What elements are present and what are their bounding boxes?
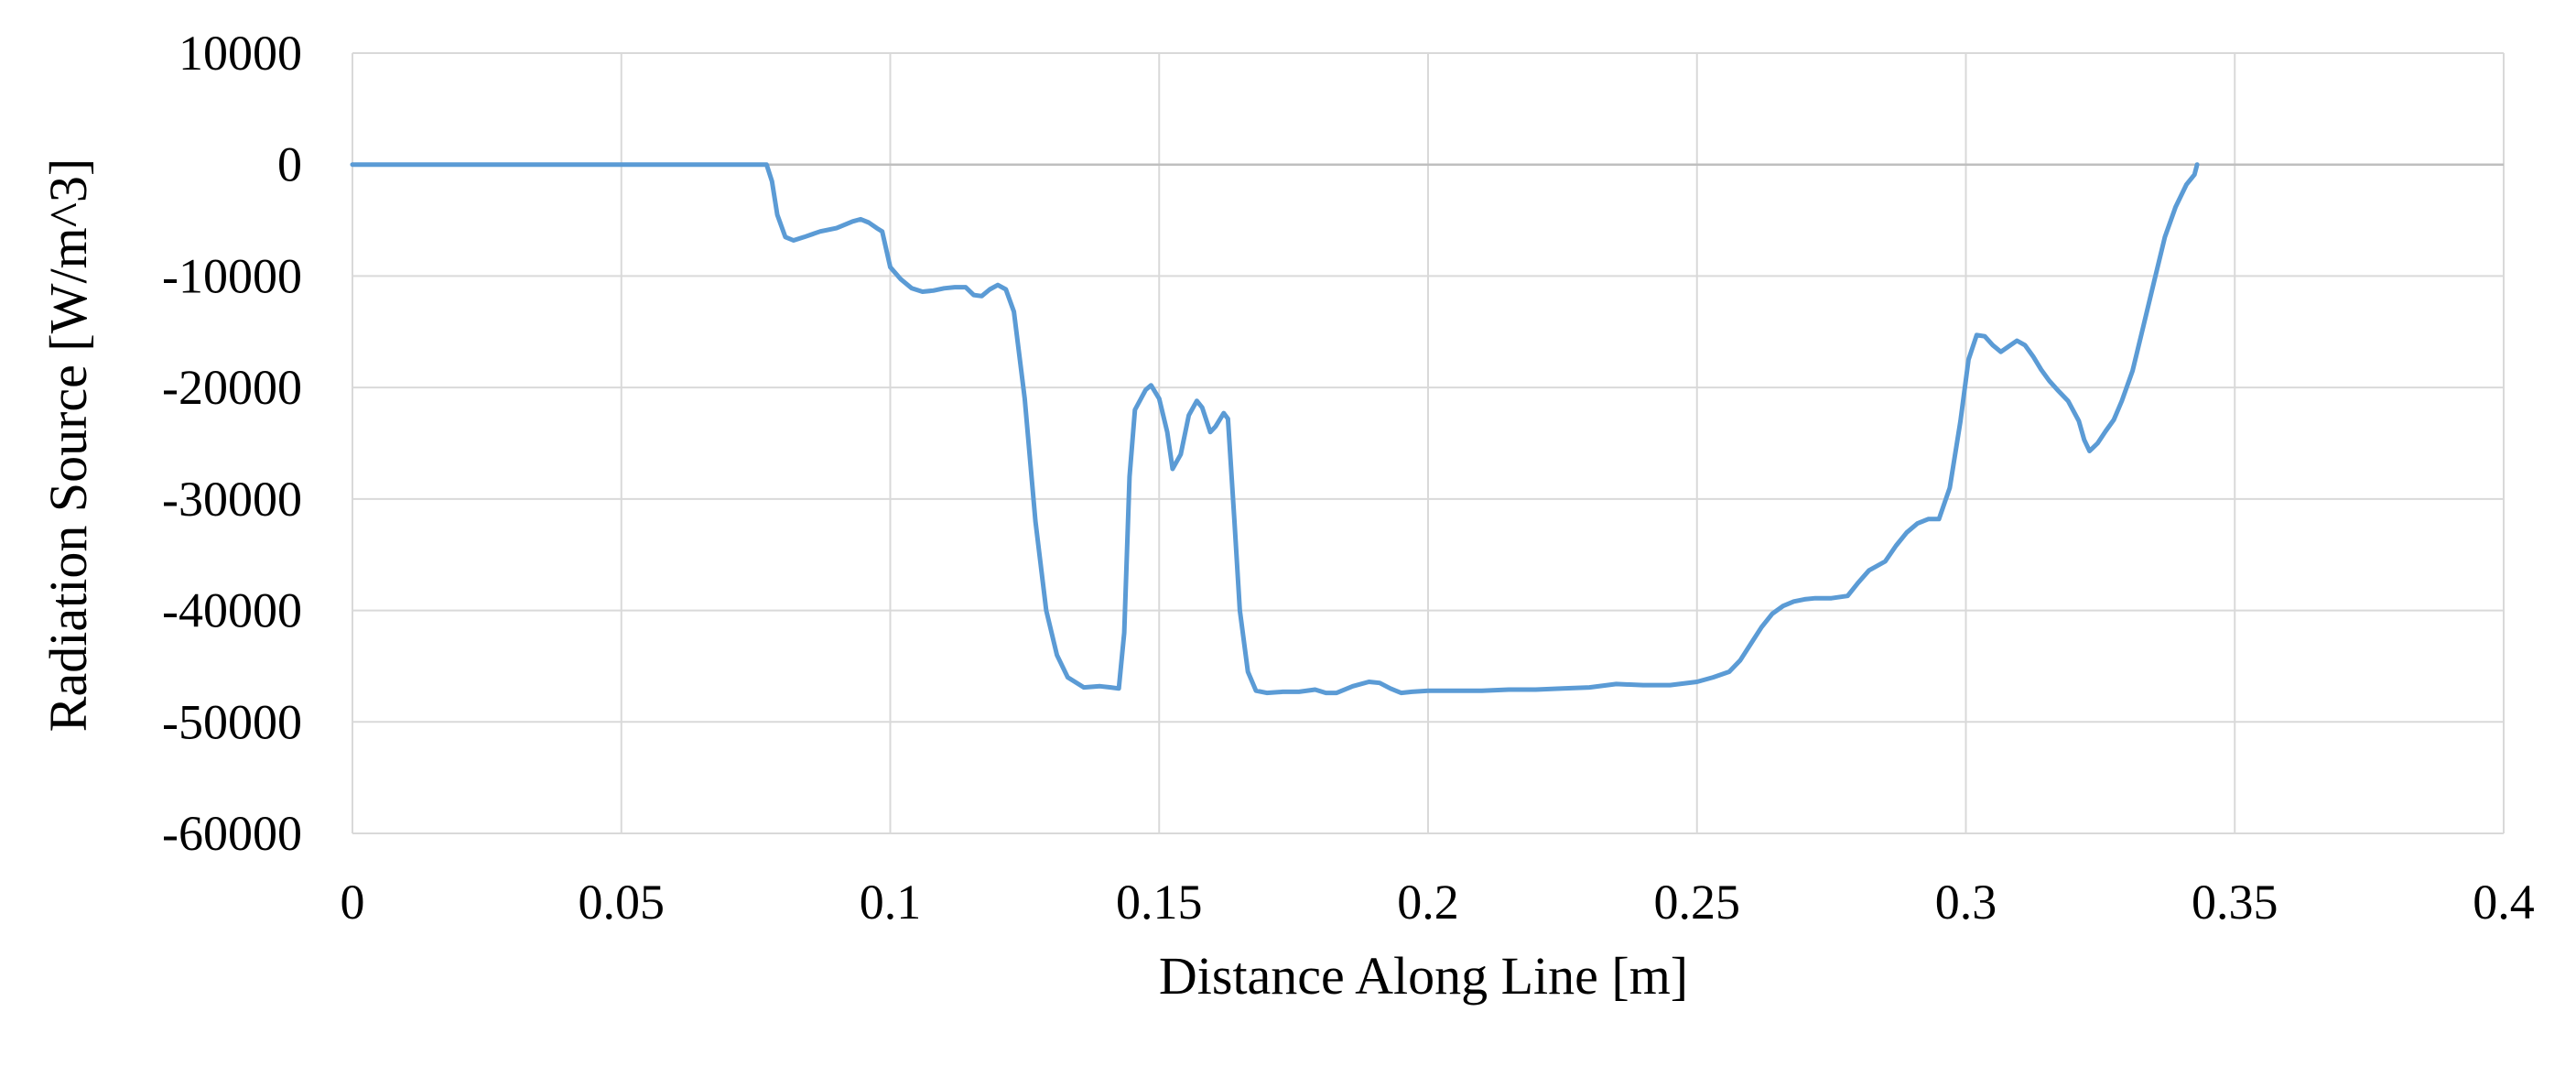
y-axis-tick-labels: 10000 0 -10000 -20000 -30000 -40000 -50000 -600… [162,26,302,861]
y-tick-label: -40000 [162,583,302,638]
x-tick-label: 0.15 [1116,875,1203,930]
x-tick-label: 0.1 [860,875,922,930]
x-tick-label: 0.3 [1935,875,1997,930]
x-axis-tick-labels: 0 0.05 0.1 0.15 0.2 0.25 0.3 0.35 0.4 [341,875,2535,930]
y-tick-label: -60000 [162,806,302,861]
series-group [350,162,2200,696]
y-tick-label: -30000 [162,472,302,527]
x-tick-label: 0 [341,875,365,930]
x-tick-label: 0.35 [2192,875,2278,930]
x-axis-title: Distance Along Line [m] [1159,946,1688,1006]
y-axis-title: Radiation Source [W/m^3] [38,158,98,732]
vertical-gridlines [352,53,2505,833]
y-tick-label: 0 [277,137,302,192]
series-line [350,162,2200,696]
x-tick-label: 0.2 [1397,875,1459,930]
y-tick-label: -10000 [162,248,302,303]
x-tick-label: 0.4 [2473,875,2535,930]
y-tick-label: -50000 [162,694,302,749]
x-tick-label: 0.05 [579,875,666,930]
y-tick-label: 10000 [179,26,302,81]
y-tick-label: -20000 [162,360,302,415]
x-tick-label: 0.25 [1654,875,1741,930]
